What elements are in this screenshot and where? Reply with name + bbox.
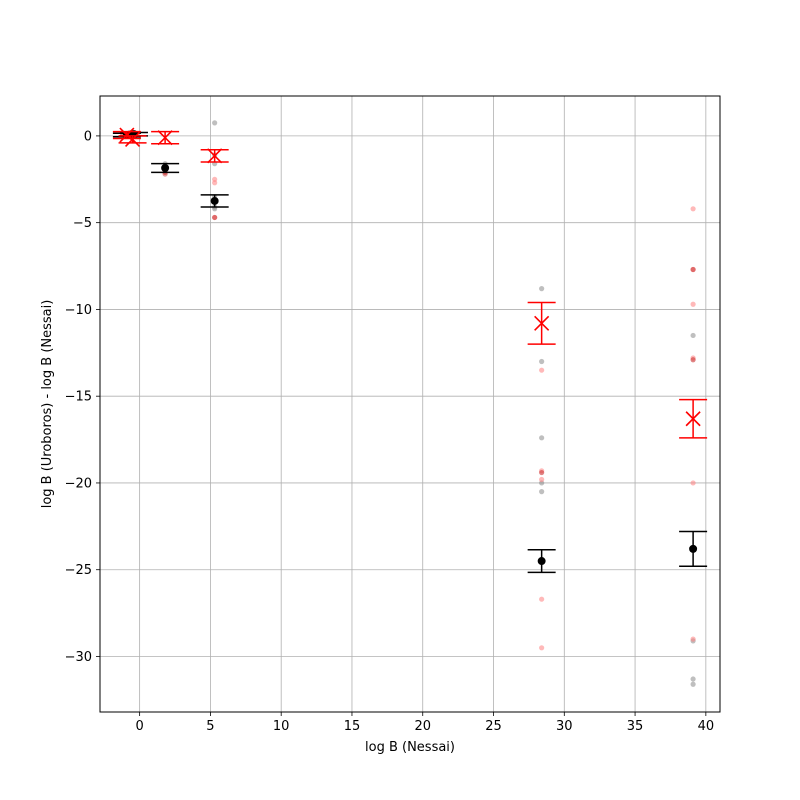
x-tick-label: 20 — [414, 719, 431, 734]
y-tick-label: −20 — [65, 476, 92, 491]
axis-ticks: 0 5 10 15 20 25 30 35 40 0 −5 −10 −15 −20 −25 −30 — [65, 129, 715, 734]
sample-point — [539, 367, 545, 373]
sample-point — [539, 645, 545, 651]
x-tick-label: 35 — [627, 719, 644, 734]
sample-point — [690, 636, 696, 642]
grid-lines — [100, 96, 720, 712]
sample-point — [212, 120, 218, 126]
x-tick-label: 5 — [206, 719, 214, 734]
y-tick-label: 0 — [84, 129, 92, 144]
x-tick-label: 15 — [344, 719, 361, 734]
x-tick-label: 25 — [485, 719, 502, 734]
plot-frame — [99, 95, 721, 713]
data-series — [112, 127, 708, 574]
x-marker-point — [207, 148, 223, 164]
sample-point — [690, 681, 696, 687]
sample-point — [690, 332, 696, 339]
x-tick-label: 40 — [698, 719, 715, 734]
sample-point — [539, 489, 545, 495]
sample-point — [539, 435, 545, 441]
sample-point — [539, 469, 545, 476]
x-axis-label: log B (Nessai) — [365, 740, 455, 755]
sample-point — [539, 596, 545, 602]
y-tick-label: −30 — [65, 650, 92, 665]
x-tick-label: 30 — [556, 719, 573, 734]
sample-point — [690, 206, 696, 212]
x-tick-label: 10 — [273, 719, 290, 734]
sample-point — [690, 266, 696, 273]
mean-point — [161, 164, 170, 173]
sample-point — [539, 476, 545, 483]
mean-point — [689, 544, 698, 553]
x-marker-point — [124, 131, 141, 147]
sample-point — [690, 480, 696, 486]
sample-point — [690, 301, 696, 307]
y-tick-label: −15 — [65, 390, 92, 405]
sample-point — [690, 676, 696, 682]
x-marker-point — [685, 411, 701, 427]
mean-point — [537, 557, 546, 566]
sample-point — [539, 358, 545, 365]
sample-point — [690, 357, 696, 363]
x-marker-point — [534, 315, 550, 331]
mean-point — [210, 196, 219, 205]
y-tick-label: −25 — [65, 563, 92, 578]
y-tick-label: −10 — [65, 303, 92, 318]
y-tick-label: −5 — [73, 216, 92, 231]
sample-point — [539, 286, 545, 292]
sample-point — [212, 214, 218, 221]
y-axis-label: log B (Uroboros) - log B (Nessai) — [40, 300, 55, 509]
sample-points — [120, 120, 696, 687]
x-tick-label: 0 — [135, 719, 143, 734]
x-marker-point — [157, 130, 173, 146]
sample-point — [212, 180, 218, 186]
